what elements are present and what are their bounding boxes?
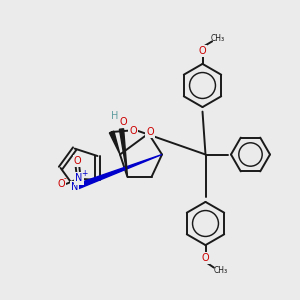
- Text: O: O: [57, 179, 65, 189]
- Polygon shape: [74, 154, 162, 190]
- Text: O: O: [74, 156, 81, 167]
- Text: N: N: [75, 173, 82, 184]
- Text: N: N: [71, 182, 78, 192]
- Text: CH₃: CH₃: [213, 266, 228, 275]
- Text: O: O: [146, 127, 154, 137]
- Polygon shape: [110, 131, 120, 154]
- Text: CH₃: CH₃: [211, 34, 225, 43]
- Polygon shape: [119, 129, 128, 177]
- Text: +: +: [81, 169, 88, 178]
- Text: O: O: [198, 46, 206, 56]
- Text: O: O: [202, 253, 209, 263]
- Text: -: -: [63, 174, 66, 183]
- Text: H: H: [111, 111, 118, 122]
- Text: O: O: [119, 117, 127, 128]
- Text: O: O: [129, 125, 137, 136]
